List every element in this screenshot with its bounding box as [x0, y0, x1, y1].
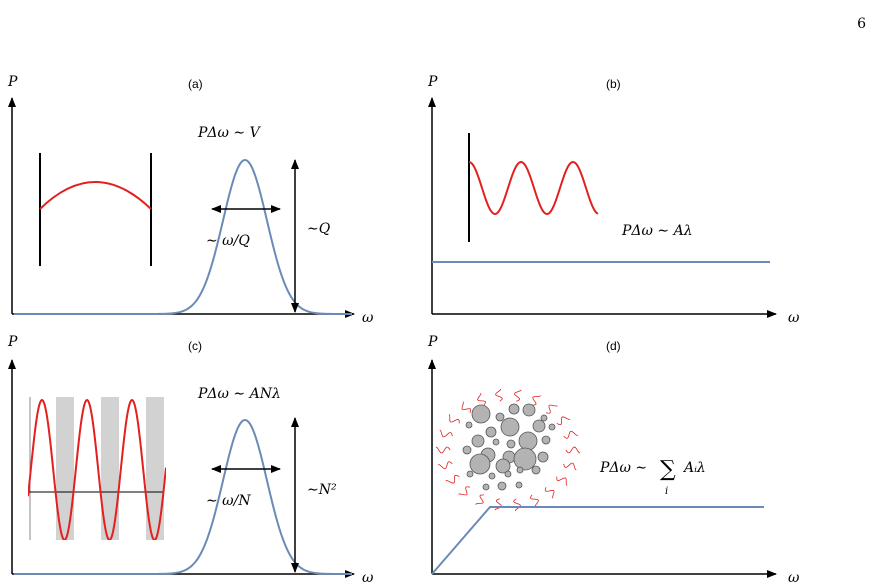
radiation-wiggle [556, 416, 571, 426]
panel-c: P (c) ω PΔω ∼ ANλ ∼ ω/N ∼N² [7, 334, 374, 586]
particle [482, 483, 490, 491]
particle [471, 404, 491, 424]
radiation-wiggle [477, 393, 486, 406]
particle [513, 447, 537, 471]
panel-b-emitted-wave [468, 160, 599, 216]
particle [522, 403, 536, 417]
panel-a-standing-wave [39, 181, 152, 210]
panel-c-ylabel: P [7, 334, 18, 350]
particle [515, 481, 523, 489]
particle [492, 438, 500, 446]
radiation-wiggle [437, 461, 453, 470]
panel-c-formula: PΔω ∼ ANλ [197, 386, 281, 402]
panel-d-formula: PΔω ∼ ∑ i Aᵢλ [599, 457, 706, 497]
particle [495, 412, 505, 422]
particle [541, 435, 551, 445]
radiation-wiggle [563, 462, 577, 471]
panel-a-width-label: ∼ ω/Q [206, 233, 250, 249]
panel-a-ylabel: P [7, 74, 18, 90]
stripe [146, 397, 164, 540]
panel-c-height-label: ∼N² [307, 482, 337, 498]
panel-c-width-label: ∼ ω/N [206, 493, 251, 509]
particle [506, 439, 516, 449]
particle [500, 417, 520, 437]
panel-b-ylabel: P [427, 74, 438, 90]
particle [488, 472, 496, 480]
panel-a-xlabel: ω [362, 310, 374, 326]
page-number: 6 [857, 16, 866, 32]
panel-d-spectrum [431, 506, 764, 575]
particle [532, 419, 546, 433]
particle [516, 466, 524, 474]
radiation-wiggle [556, 476, 568, 486]
particle [508, 403, 520, 415]
radiation-wiggle [461, 401, 472, 413]
stripe [56, 397, 74, 540]
panel-a: P (a) ω PΔω ∼ V ∼ ω/Q ∼Q [7, 74, 374, 326]
particle [465, 421, 473, 429]
particle [548, 423, 556, 431]
particle [471, 434, 485, 448]
particle [537, 451, 549, 463]
panel-c-wave [28, 398, 166, 540]
panel-a-height-label: ∼Q [307, 221, 331, 237]
particle [540, 414, 548, 422]
particle [466, 470, 474, 478]
radiation-wiggle [565, 446, 581, 454]
radiation-wiggle [513, 498, 521, 512]
panel-d-ylabel: P [427, 334, 438, 350]
radiation-wiggle [563, 430, 579, 439]
radiation-wiggle [445, 474, 460, 484]
radiation-wiggle [530, 494, 539, 507]
radiation-wiggle [514, 389, 522, 402]
particle [497, 481, 507, 491]
panel-d-label: (d) [606, 339, 621, 353]
panel-c-stripes [56, 397, 164, 540]
panel-b-formula: PΔω ∼ Aλ [621, 223, 693, 239]
radiation-wiggle [475, 494, 484, 505]
panel-d-xlabel: ω [788, 570, 800, 586]
particle [462, 445, 472, 455]
panel-b-label: (b) [606, 77, 621, 91]
radiation-wiggle [495, 388, 503, 402]
panel-d-sum-index: i [665, 486, 668, 497]
panel-d-sum-symbol: ∑ [660, 457, 676, 482]
particle [485, 426, 497, 438]
particle [531, 465, 541, 475]
radiation-wiggle [545, 404, 558, 414]
radiation-wiggle [448, 414, 460, 424]
particle [495, 458, 511, 474]
panel-d-formula-term: Aᵢλ [682, 460, 706, 476]
radiation-wiggle [435, 446, 451, 454]
panel-d-formula-main: PΔω ∼ [599, 460, 647, 476]
radiation-wiggle [458, 486, 471, 496]
panel-c-xlabel: ω [362, 570, 374, 586]
panel-c-label: (c) [188, 339, 202, 353]
panel-d-radiation-wiggles [435, 388, 581, 512]
radiation-wiggle [544, 487, 555, 499]
radiation-wiggle [439, 429, 453, 438]
particle [518, 431, 538, 451]
panel-d: P (d) ω PΔω ∼ ∑ i Aᵢλ [427, 334, 800, 586]
panel-b-xlabel: ω [788, 310, 800, 326]
stripe [101, 397, 119, 540]
particle [469, 453, 491, 475]
panel-a-formula: PΔω ∼ V [197, 125, 262, 141]
panel-a-label: (a) [188, 77, 203, 91]
particle [504, 470, 512, 478]
panel-a-resonance-peak [14, 158, 352, 315]
radiation-wiggle [532, 395, 541, 406]
radiation-wiggle [494, 498, 502, 511]
panel-b: P (b) ω PΔω ∼ Aλ [427, 74, 800, 326]
panel-d-particle-cluster [462, 403, 556, 491]
